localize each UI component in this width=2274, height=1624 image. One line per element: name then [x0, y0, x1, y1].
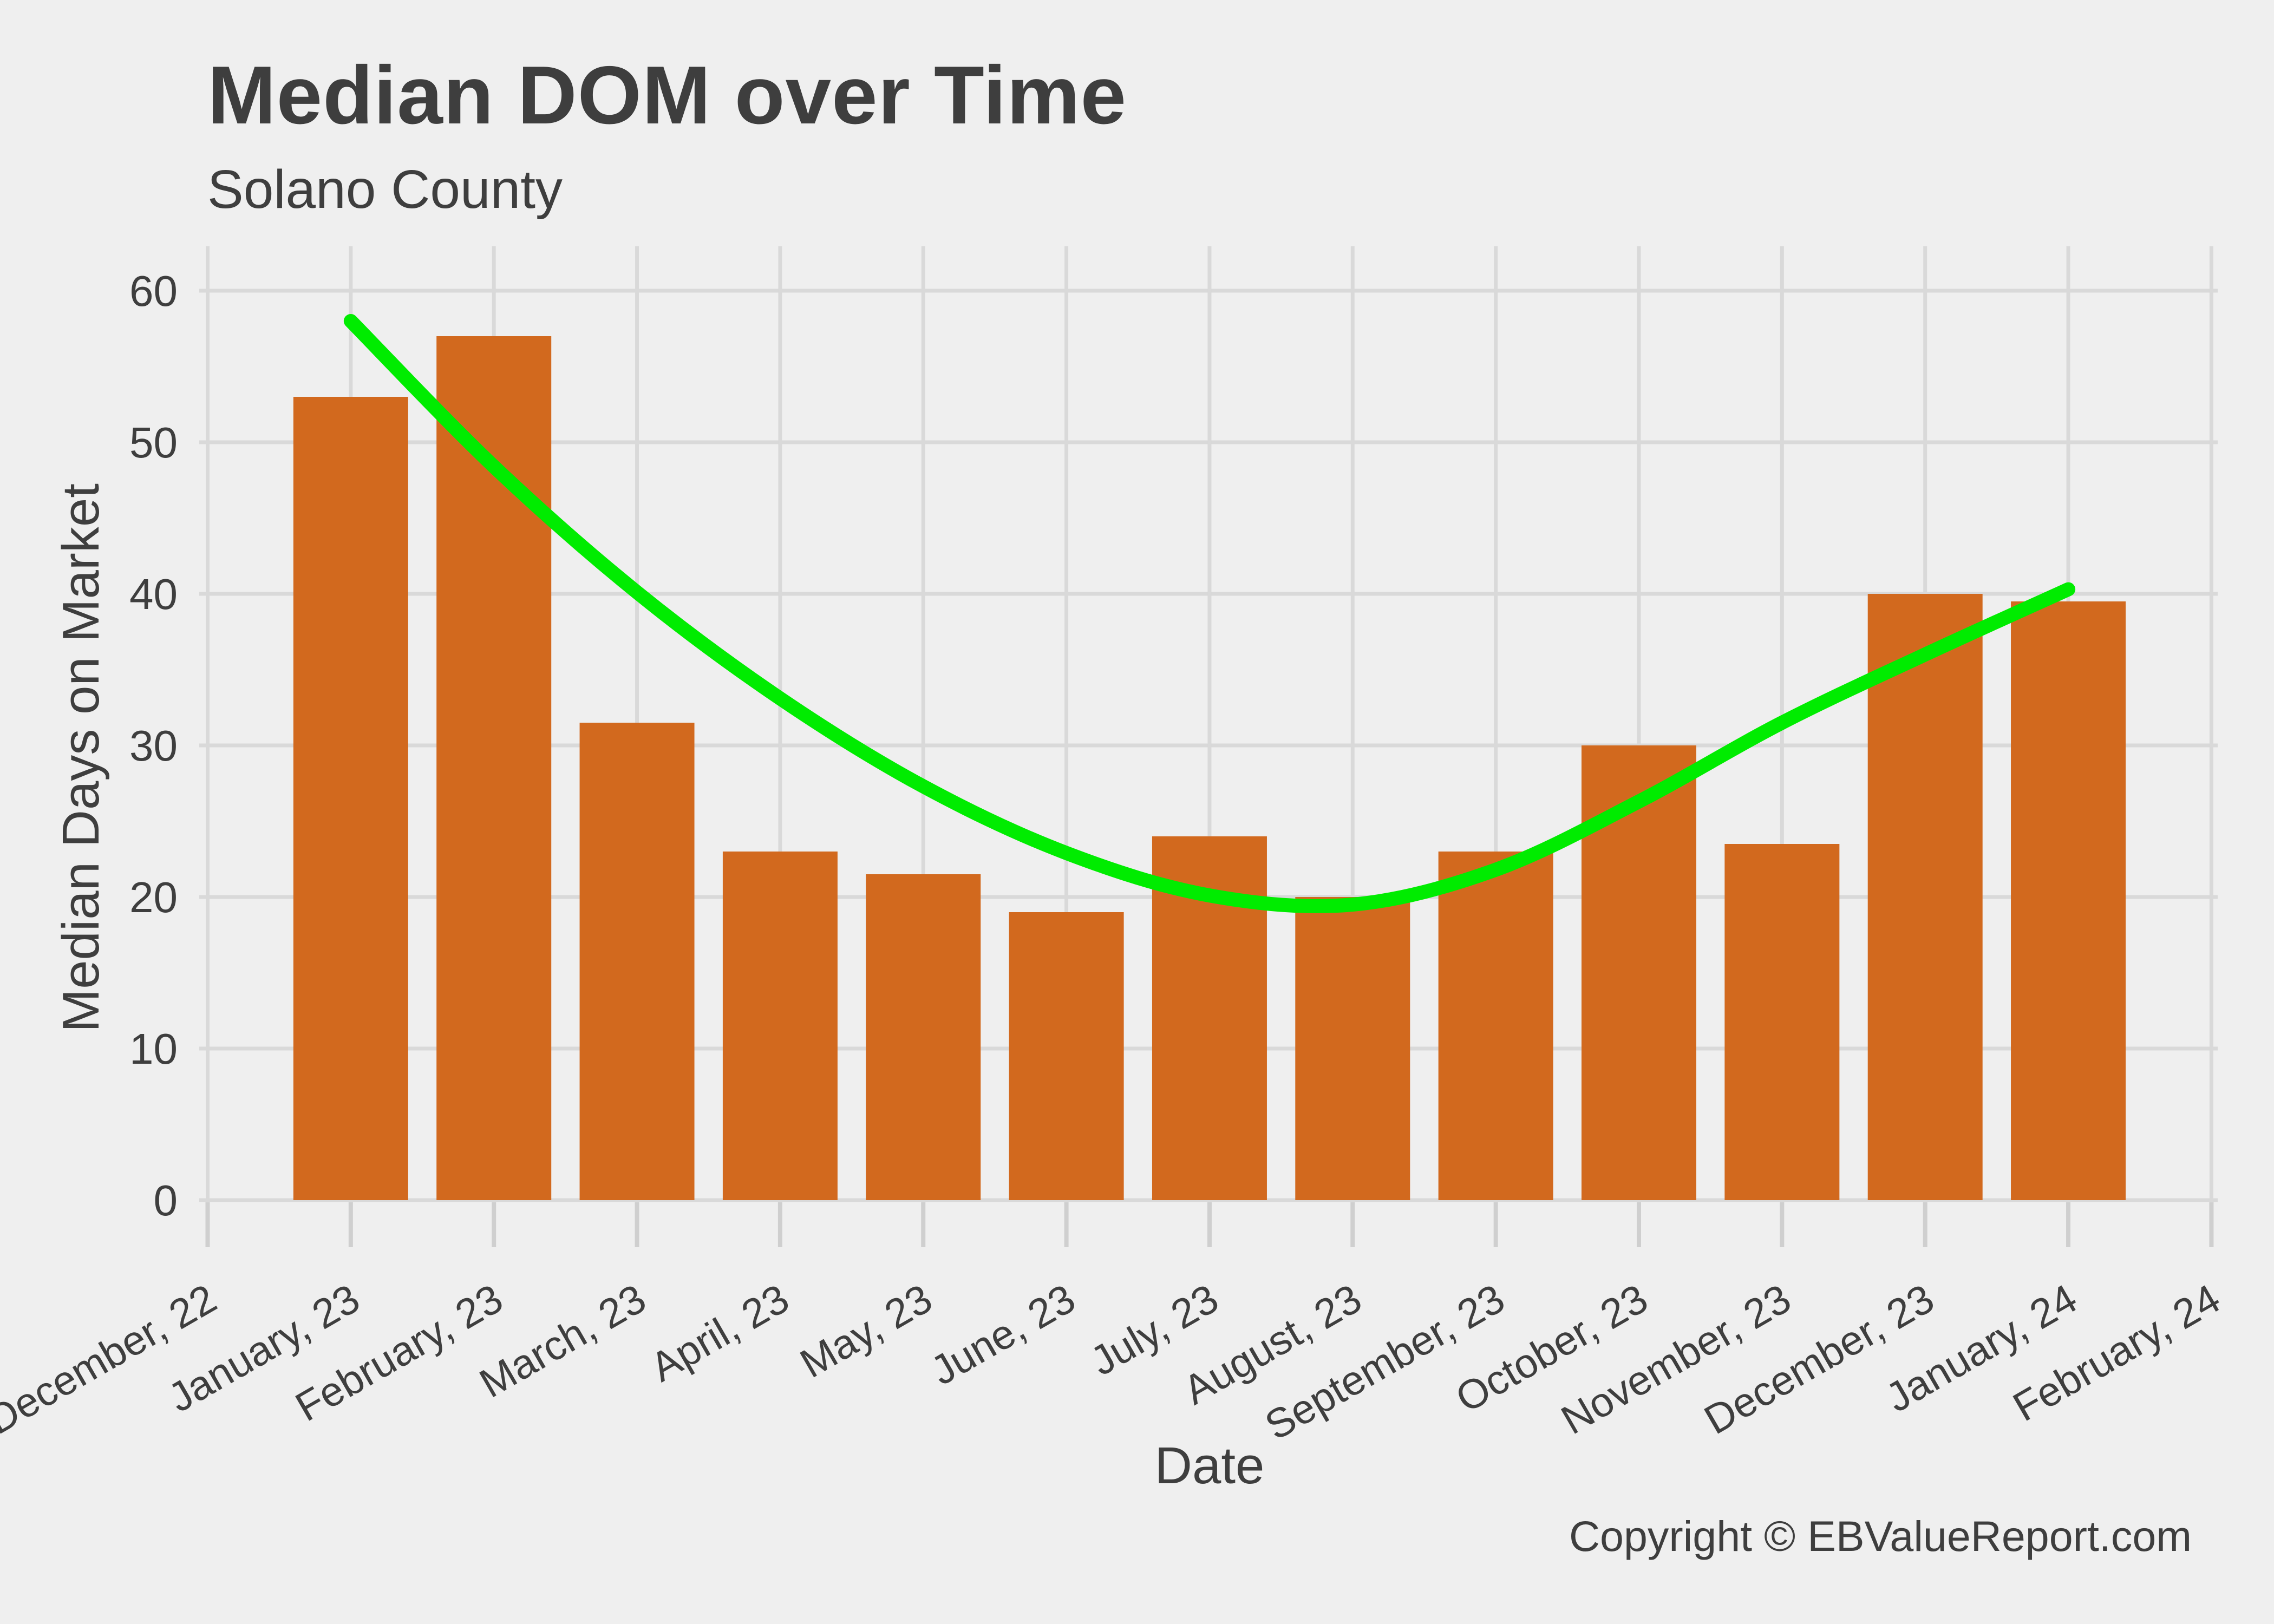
x-tick-marks	[205, 1202, 2214, 1247]
y-tick-label-30: 30	[129, 722, 178, 770]
bar-August, 23	[1295, 897, 1410, 1200]
x-tick-label-December, 22: December, 22	[0, 1275, 224, 1443]
y-tick-label-10: 10	[129, 1025, 178, 1073]
x-axis-title: Date	[1154, 1437, 1265, 1495]
y-tick-label-0: 0	[154, 1176, 178, 1224]
bar-May, 23	[866, 874, 981, 1200]
x-tick-label-September, 23: September, 23	[1258, 1275, 1513, 1449]
y-tick-label-40: 40	[129, 570, 178, 618]
bar-June, 23	[1009, 912, 1124, 1200]
chart-title: Median DOM over Time	[207, 49, 1127, 141]
y-tick-labels: 0 10 20 30 40 50 60	[129, 267, 178, 1224]
bar-October, 23	[1582, 745, 1696, 1200]
chart-subtitle: Solano County	[207, 159, 563, 220]
trend-line	[343, 314, 2076, 913]
x-tick-label-March, 23: March, 23	[472, 1275, 654, 1407]
bar-April, 23	[722, 852, 838, 1200]
bar-January, 23	[293, 397, 408, 1200]
bar-November, 23	[1724, 844, 1840, 1200]
bar-December, 23	[1867, 594, 1983, 1200]
copyright-text: Copyright © EBValueReport.com	[1569, 1512, 2192, 1560]
y-axis-title: Median Days on Market	[52, 483, 110, 1032]
y-tick-label-60: 60	[129, 267, 178, 315]
bar-January, 24	[2011, 601, 2126, 1200]
y-tick-label-20: 20	[129, 873, 178, 921]
bar-February, 23	[436, 336, 552, 1200]
y-tick-label-50: 50	[129, 418, 178, 467]
bar-March, 23	[579, 723, 695, 1200]
x-tick-label-April, 23: April, 23	[643, 1275, 796, 1391]
bar-September, 23	[1438, 852, 1553, 1200]
x-tick-label-June, 23: June, 23	[923, 1275, 1083, 1394]
x-tick-label-May, 23: May, 23	[793, 1275, 940, 1387]
